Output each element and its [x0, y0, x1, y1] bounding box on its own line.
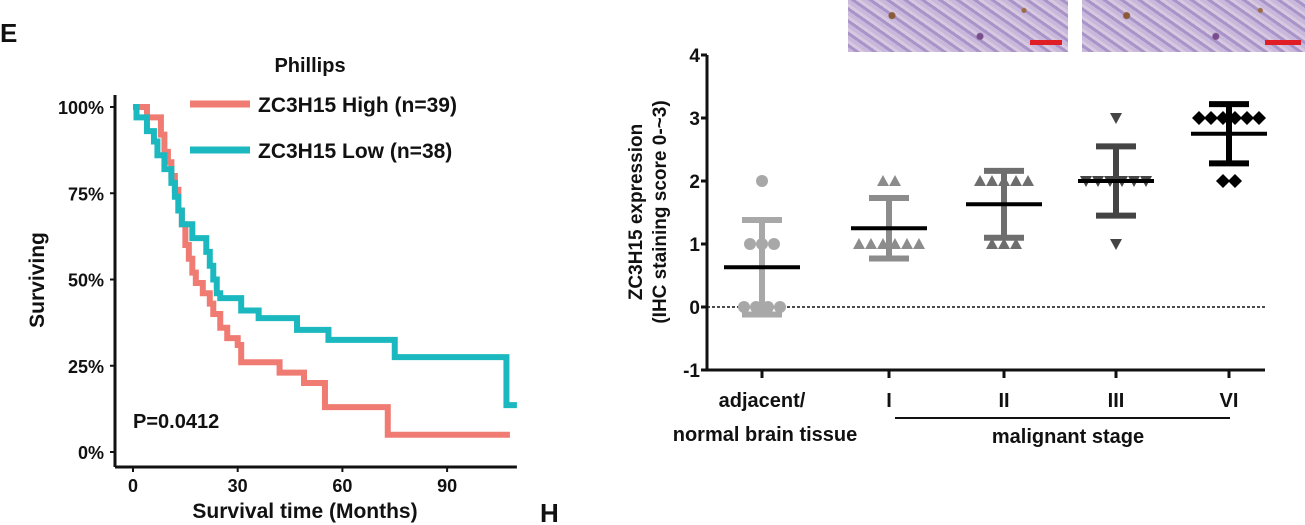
- x-tick-label: 60: [332, 476, 352, 496]
- x-tick-label: 90: [437, 476, 457, 496]
- y-axis-label-line2: (IHC staining score 0-~3): [650, 100, 671, 323]
- y-axis-label-line1: ZC3H15 expression: [626, 124, 647, 300]
- y-tick-label: 0: [689, 298, 700, 319]
- y-tick-label: 50%: [68, 271, 104, 291]
- y-tick-label: 25%: [68, 357, 104, 377]
- data-point: [1228, 174, 1242, 188]
- data-point: [889, 175, 901, 186]
- legend-label-high: ZC3H15 High (n=39): [258, 94, 457, 117]
- panel-letter-h: H: [540, 498, 559, 525]
- ihc-image-stage-vi: [1082, 0, 1305, 52]
- legend-label-low: ZC3H15 Low (n=38): [258, 140, 452, 163]
- chart-title: Phillips: [274, 55, 345, 77]
- data-point: [744, 238, 756, 250]
- x-tick-label: 30: [228, 476, 248, 496]
- p-value: P=0.0412: [133, 411, 219, 433]
- data-point: [865, 238, 877, 249]
- category-sublabel: normal brain tissue: [673, 424, 858, 446]
- scale-bar: [1265, 40, 1301, 45]
- scale-bar: [1030, 40, 1062, 45]
- data-point: [768, 238, 780, 250]
- data-point: [1252, 111, 1266, 125]
- data-point: [1110, 113, 1122, 124]
- data-point: [774, 301, 786, 313]
- data-point: [1010, 175, 1022, 186]
- y-tick-label: -1: [683, 361, 700, 382]
- y-axis-label: Surviving: [26, 232, 49, 328]
- data-point: [1110, 239, 1122, 250]
- data-point: [913, 238, 925, 249]
- panel-letter-e: E: [0, 18, 17, 48]
- y-tick-label: 3: [689, 109, 700, 130]
- y-tick-label: 2: [689, 172, 700, 193]
- category-label: III: [1108, 390, 1125, 412]
- data-point: [901, 238, 913, 249]
- data-point: [1010, 238, 1022, 249]
- data-point: [853, 238, 865, 249]
- category-label: II: [998, 390, 1009, 412]
- category-label: VI: [1220, 390, 1239, 412]
- category-label: adjacent/: [719, 390, 806, 412]
- y-tick-label: 100%: [58, 98, 104, 118]
- data-point: [738, 301, 750, 313]
- data-point: [1216, 174, 1230, 188]
- x-tick-label: 0: [128, 476, 138, 496]
- group-label: malignant stage: [992, 426, 1144, 448]
- y-tick-label: 1: [689, 235, 700, 256]
- data-point: [877, 175, 889, 186]
- data-point: [998, 238, 1010, 249]
- category-label: I: [886, 390, 892, 412]
- data-point: [1240, 111, 1254, 125]
- survival-curve-low: [133, 104, 517, 409]
- x-axis-label: Survival time (Months): [192, 500, 417, 523]
- survival-curve-high: [133, 104, 510, 438]
- y-tick-label: 4: [689, 46, 700, 67]
- data-point: [986, 238, 998, 249]
- survival-chart: Phillips Survival time (Months) Survivin…: [26, 55, 517, 523]
- expression-dot-plot: ZC3H15 expression (IHC staining score 0-…: [626, 46, 1267, 448]
- data-point: [986, 175, 998, 186]
- data-point: [974, 175, 986, 186]
- ihc-image-stage-iii: [848, 0, 1068, 52]
- data-point: [1204, 111, 1218, 125]
- data-point: [756, 175, 768, 187]
- y-tick-label: 75%: [68, 184, 104, 204]
- data-point: [1192, 111, 1206, 125]
- data-point: [1022, 175, 1034, 186]
- y-tick-label: 0%: [78, 443, 104, 463]
